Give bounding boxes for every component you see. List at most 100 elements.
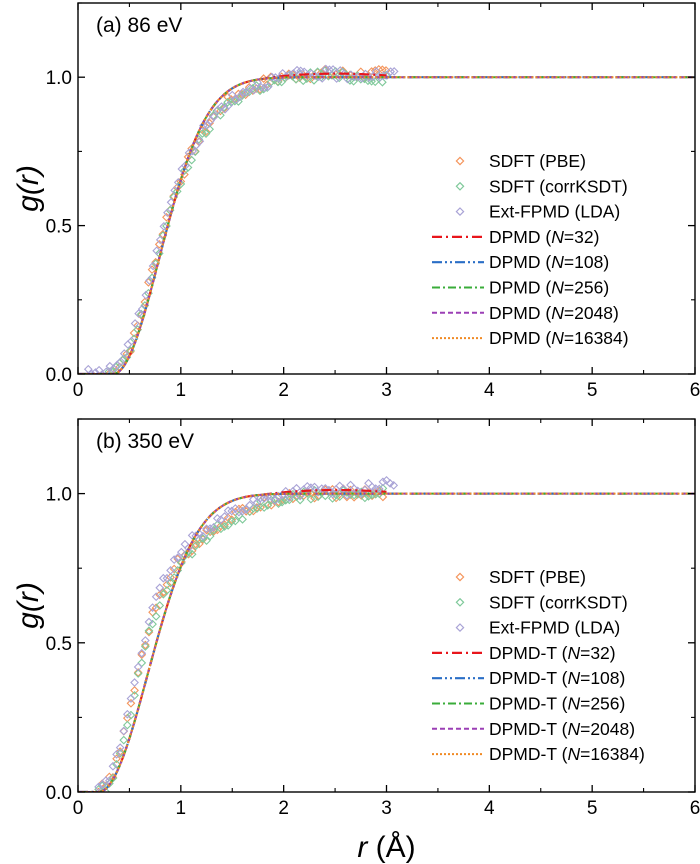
scatter-point: [234, 507, 244, 517]
scatter-point: [87, 369, 97, 374]
scatter-point: [310, 482, 319, 492]
scatter-point: [386, 67, 395, 76]
scatter-point: [349, 76, 358, 86]
x-tick-label: 4: [484, 380, 495, 401]
scatter-point: [238, 514, 247, 524]
scatter-point: [166, 578, 175, 588]
legend-entry: DPMD (N=108): [489, 252, 609, 272]
x-tick-label: 6: [690, 798, 700, 819]
scatter-point: [184, 547, 193, 557]
x-axis-title-var: r: [357, 831, 368, 864]
scatter-point: [263, 501, 273, 510]
legend-prefix: DPMD-T: [489, 719, 557, 739]
scatter-point: [238, 87, 248, 97]
scatter-point: [191, 539, 201, 549]
scatter-point: [245, 500, 255, 510]
y-tick-label: 0.5: [46, 217, 72, 238]
x-tick-label: 3: [381, 798, 392, 819]
scatter-series-2: [94, 475, 399, 792]
scatter-point: [112, 754, 121, 764]
scatter-point: [151, 612, 161, 621]
line-series-0: [78, 72, 387, 374]
legend-entry: SDFT (corrKSDT): [489, 592, 628, 612]
legend-n-symbol: N: [567, 643, 580, 663]
legend-prefix: DPMD: [489, 328, 541, 348]
scatter-point: [223, 506, 233, 515]
scatter-point: [227, 90, 237, 100]
scatter-point: [201, 129, 211, 139]
legend-equals: =: [580, 668, 590, 688]
y-axis-title-close: ): [12, 582, 45, 595]
legend-paren-open: (: [541, 328, 552, 348]
legend-prefix: DPMD: [489, 278, 541, 298]
x-tick-label: 3: [381, 380, 392, 401]
x-tick-label: 0: [73, 380, 84, 401]
legend-n-value: 2048: [574, 303, 613, 323]
legend-marker: [455, 156, 465, 166]
scatter-point: [115, 747, 125, 756]
scatter-point: [191, 531, 201, 541]
x-tick-label: 2: [278, 798, 289, 819]
scatter-point: [209, 522, 219, 532]
scatter-point: [328, 65, 338, 74]
legend-prefix: DPMD-T: [489, 744, 557, 764]
scatter-point: [176, 179, 186, 189]
legend-marker: [455, 597, 465, 607]
panel-b: 0 1 2 3 4 5 60.00.51.0g(r)r (Å)(b) 350 eVSDFT …: [12, 418, 700, 864]
scatter-point: [317, 484, 327, 494]
scatter-point: [145, 276, 154, 285]
scatter-point: [151, 257, 161, 267]
scatter-point: [349, 484, 359, 494]
legend-equals: =: [564, 278, 574, 298]
scatter-point: [140, 642, 150, 651]
legend-n-symbol: N: [567, 744, 580, 764]
scatter-point: [281, 495, 291, 505]
x-tick-label: 4: [484, 798, 495, 819]
scatter-point: [238, 506, 247, 516]
scatter-point: [190, 147, 200, 157]
scatter-point: [187, 549, 197, 559]
y-axis-title-var: r: [12, 174, 45, 185]
scatter-point: [364, 478, 373, 488]
legend-paren-open: (: [541, 227, 552, 247]
legend-paren-close: ): [620, 694, 626, 714]
scatter-point: [119, 726, 129, 736]
scatter-point: [122, 720, 132, 730]
legend-marker: [455, 181, 465, 191]
scatter-point: [181, 161, 190, 170]
scatter-point: [115, 743, 125, 753]
legend-prefix: DPMD: [489, 303, 541, 323]
scatter-point: [223, 97, 233, 107]
legend: SDFT (PBE) SDFT (corrKSDT) Ext-FPMD (LDA) D…: [432, 567, 645, 764]
y-tick-label: 1.0: [46, 485, 72, 506]
scatter-point: [137, 304, 147, 314]
scatter-point: [389, 480, 399, 490]
legend-entry: DPMD (N=256): [489, 278, 609, 298]
x-tick-label: 1: [176, 380, 187, 401]
scatter-point: [306, 494, 316, 504]
scatter-point: [137, 650, 147, 660]
y-tick-label: 0.0: [46, 365, 72, 386]
scatter-point: [224, 101, 234, 110]
plot-data: [78, 475, 695, 792]
legend-paren-open: (: [541, 278, 552, 298]
scatter-point: [119, 726, 129, 736]
scatter-point: [378, 77, 387, 87]
legend-equals: =: [580, 643, 590, 663]
scatter-point: [130, 686, 139, 695]
scatter-point: [126, 710, 136, 720]
scatter-point: [119, 735, 129, 745]
legend-paren-close: ): [639, 744, 645, 764]
line-series-2: [78, 492, 695, 792]
scatter-point: [133, 662, 143, 672]
scatter-point: [385, 478, 395, 488]
legend-n-value: 32: [574, 227, 593, 247]
scatter-point: [202, 120, 212, 130]
legend-paren-close: ): [610, 643, 616, 663]
legend-paren-close: ): [594, 227, 600, 247]
scatter-point: [381, 70, 391, 80]
legend-n-value: 2048: [590, 719, 629, 739]
legend-n-symbol: N: [551, 227, 564, 247]
scatter-point: [126, 694, 136, 703]
